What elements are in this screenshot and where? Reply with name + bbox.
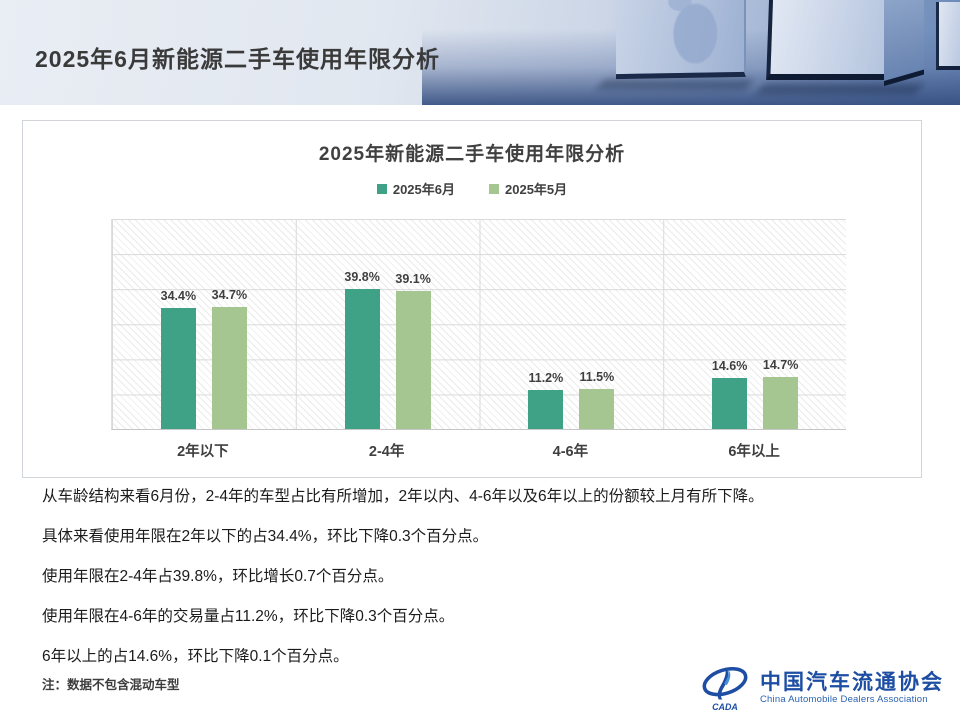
- chart-card: 2025年新能源二手车使用年限分析 2025年6月 2025年5月 34.4% 3…: [22, 120, 922, 478]
- bar-6年以上-2025年6月: [712, 378, 748, 429]
- analysis-paragraph: 使用年限在4-6年的交易量占11.2%，环比下降0.3个百分点。: [42, 608, 455, 625]
- category-label: 4-6年: [552, 444, 589, 460]
- bar-6年以上-2025年5月: [763, 377, 799, 429]
- category-label: 6年以上: [728, 444, 780, 460]
- bar-2年以下-2025年5月: [211, 307, 247, 429]
- cube-shadow: [597, 80, 753, 89]
- category-axis: 2年以下 2-4年 4-6年 6年以上: [111, 440, 846, 462]
- legend-swatch-june: [376, 183, 387, 194]
- org-name-en: China Automobile Dealers Association: [760, 693, 928, 705]
- page-title: 2025年6月新能源二手车使用年限分析: [35, 46, 440, 72]
- bar-value-label: 14.6%: [711, 359, 748, 373]
- legend-item-may: 2025年5月: [489, 179, 567, 198]
- decorative-cube-side: [884, 0, 924, 87]
- bar-2-4年-2025年6月: [344, 289, 380, 429]
- bar-value-label: 14.7%: [762, 358, 799, 372]
- analysis-paragraph: 从车龄结构来看6月份，2-4年的车型占比有所增加，2年以内、4-6年以及6年以上…: [42, 488, 764, 505]
- analysis-paragraph: 6年以上的占14.6%，环比下降0.1个百分点。: [42, 648, 349, 665]
- bar-4-6年-2025年5月: [579, 389, 615, 429]
- footnote: 注：数据不包含混动车型: [42, 678, 180, 692]
- org-name-block: 中国汽车流通协会 China Automobile Dealers Associ…: [760, 670, 944, 705]
- decorative-cube-icon: [936, 2, 960, 70]
- chart-legend: 2025年6月 2025年5月: [23, 179, 921, 198]
- chart-title: 2025年新能源二手车使用年限分析: [318, 144, 626, 165]
- legend-item-june: 2025年6月: [376, 179, 455, 198]
- bar-2-4年-2025年5月: [395, 291, 431, 429]
- world-map-texture: [616, 0, 744, 75]
- bar-value-label: 39.8%: [344, 270, 380, 284]
- category-label: 2-4年: [368, 444, 405, 460]
- category-label: 2年以下: [177, 444, 229, 460]
- legend-swatch-may: [489, 183, 499, 194]
- bar-value-label: 11.2%: [528, 371, 564, 385]
- svg-text:CADA: CADA: [712, 702, 738, 712]
- org-name-cn: 中国汽车流通协会: [760, 669, 944, 694]
- cada-emblem-icon: CADA: [702, 666, 748, 712]
- decorative-cube-icon: [766, 0, 888, 80]
- decorative-cube-icon: [616, 0, 746, 80]
- legend-label: 2025年6月: [392, 182, 455, 197]
- bar-2年以下-2025年6月: [160, 308, 196, 429]
- bar-value-label: 39.1%: [395, 272, 431, 286]
- cada-logo: CADA 中国汽车流通协会 China Automobile Dealers A…: [698, 662, 944, 712]
- legend-label: 2025年5月: [505, 182, 568, 197]
- analysis-text: 从车龄结构来看6月份，2-4年的车型占比有所增加，2年以内、4-6年以及6年以上…: [42, 487, 932, 687]
- bar-4-6年-2025年6月: [528, 390, 564, 429]
- bar-value-label: 11.5%: [579, 370, 615, 384]
- analysis-paragraph: 使用年限在2-4年占39.8%，环比增长0.7个百分点。: [42, 568, 394, 585]
- bar-value-label: 34.4%: [160, 289, 197, 303]
- analysis-paragraph: 具体来看使用年限在2年以下的占34.4%，环比下降0.3个百分点。: [42, 528, 489, 545]
- cube-shadow: [756, 84, 924, 94]
- header-banner: 2025年6月新能源二手车使用年限分析: [0, 0, 960, 105]
- bar-value-label: 34.7%: [211, 288, 248, 302]
- plot-area: 34.4% 34.7% 39.8% 39.1% 11.2% 11.5% 14.6% 14.7%: [111, 219, 846, 430]
